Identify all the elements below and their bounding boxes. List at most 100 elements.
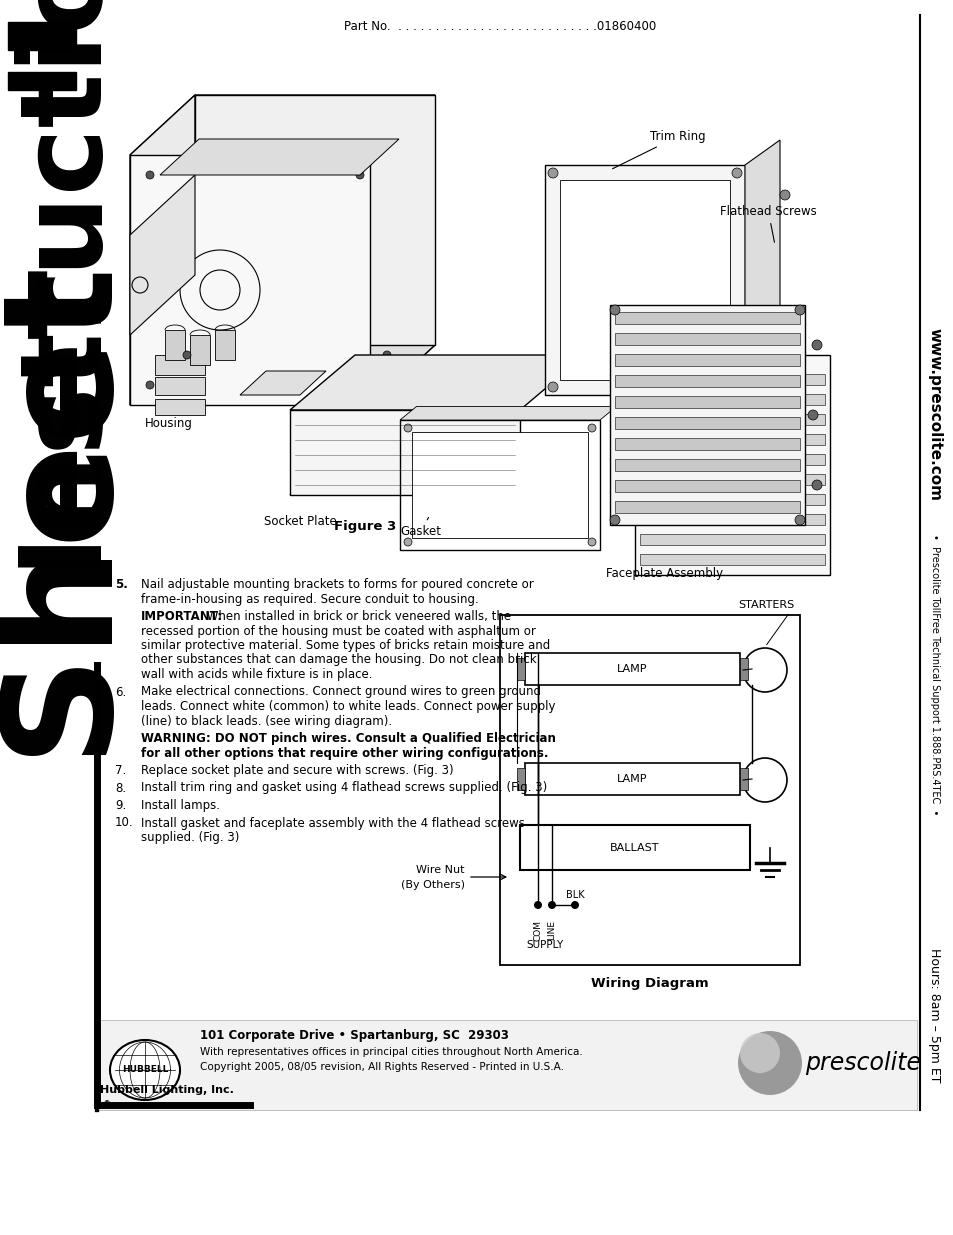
Circle shape [355, 170, 364, 179]
Circle shape [403, 424, 412, 432]
Bar [635, 354, 829, 576]
Bar [639, 514, 824, 525]
Text: ®: ® [103, 1100, 112, 1109]
Bar [609, 305, 804, 525]
Bar [639, 374, 824, 385]
Text: 7.: 7. [115, 764, 126, 777]
Text: supplied. (Fig. 3): supplied. (Fig. 3) [141, 831, 239, 844]
Bar [615, 501, 800, 513]
Bar [639, 394, 824, 405]
Polygon shape [154, 377, 205, 395]
Text: Install gasket and faceplate assembly with the 4 flathead screws: Install gasket and faceplate assembly wi… [141, 816, 524, 830]
Polygon shape [160, 140, 398, 175]
Polygon shape [399, 406, 616, 420]
Circle shape [609, 515, 619, 525]
Polygon shape [130, 95, 194, 405]
Text: recessed portion of the housing must be coated with asphaltum or: recessed portion of the housing must be … [141, 625, 536, 637]
Bar [8, 22, 76, 49]
Text: 10.: 10. [115, 816, 133, 830]
Text: Sheet: Sheet [0, 256, 134, 755]
Bar [97, 1020, 916, 1110]
Bar [639, 454, 824, 466]
Text: Make electrical connections. Connect ground wires to green ground: Make electrical connections. Connect gro… [141, 685, 540, 699]
Circle shape [587, 538, 596, 546]
Text: BALLAST: BALLAST [610, 844, 659, 853]
Bar [639, 534, 824, 545]
Text: wall with acids while fixture is in place.: wall with acids while fixture is in plac… [141, 668, 372, 680]
Polygon shape [559, 180, 729, 380]
Text: Gasket: Gasket [399, 517, 440, 538]
Bar [517, 658, 524, 680]
Circle shape [780, 190, 789, 200]
Text: Wiring Diagram: Wiring Diagram [591, 977, 708, 989]
Circle shape [587, 424, 596, 432]
Text: Install lamps.: Install lamps. [141, 799, 220, 811]
Text: Copyright 2005, 08/05 revision, All Rights Reserved - Printed in U.S.A.: Copyright 2005, 08/05 revision, All Righ… [200, 1062, 563, 1072]
Bar [639, 433, 824, 445]
Circle shape [811, 480, 821, 490]
Text: HUBBELL: HUBBELL [122, 1066, 168, 1074]
Circle shape [547, 382, 558, 391]
Bar [615, 396, 800, 408]
Bar [615, 417, 800, 429]
Bar [615, 459, 800, 471]
Polygon shape [154, 399, 205, 415]
Text: similar protective material. Some types of bricks retain moisture and: similar protective material. Some types … [141, 638, 550, 652]
Polygon shape [130, 175, 194, 335]
Polygon shape [190, 335, 210, 366]
Text: Figure 3: Figure 3 [334, 520, 395, 534]
Bar [524, 653, 740, 685]
Circle shape [534, 902, 541, 909]
Text: When installed in brick or brick veneered walls, the: When installed in brick or brick veneere… [203, 610, 511, 622]
Text: Instruction: Instruction [5, 0, 115, 567]
Circle shape [731, 168, 741, 178]
Polygon shape [130, 95, 435, 156]
Text: LAMP: LAMP [617, 664, 647, 674]
Text: •  Prescolite TollFree Technical Support 1.888.PRS.4TEC  •: • Prescolite TollFree Technical Support … [929, 535, 939, 815]
Text: 8.: 8. [115, 782, 126, 794]
Text: frame-in-housing as required. Secure conduit to housing.: frame-in-housing as required. Secure con… [141, 593, 478, 605]
Circle shape [547, 902, 556, 909]
Bar [519, 825, 749, 869]
Text: Wire Nut: Wire Nut [416, 864, 464, 876]
Circle shape [382, 351, 391, 359]
Text: 5.: 5. [115, 578, 128, 592]
Text: With representatives offices in principal cities throughout North America.: With representatives offices in principa… [200, 1047, 582, 1057]
Text: Install trim ring and gasket using 4 flathead screws supplied. (Fig. 3): Install trim ring and gasket using 4 fla… [141, 782, 547, 794]
Bar [615, 375, 800, 387]
Circle shape [146, 170, 153, 179]
Polygon shape [412, 432, 587, 538]
Circle shape [403, 538, 412, 546]
Polygon shape [370, 95, 435, 405]
Text: Housing: Housing [145, 417, 193, 430]
Text: Hubbell Lighting, Inc.: Hubbell Lighting, Inc. [100, 1086, 233, 1095]
Circle shape [609, 305, 619, 315]
Bar [524, 763, 740, 795]
Text: COM: COM [533, 920, 542, 941]
Text: Hours: 8am – 5pm ET: Hours: 8am – 5pm ET [927, 947, 941, 1082]
Bar [639, 474, 824, 485]
Circle shape [740, 1032, 780, 1073]
Text: 101 Corporate Drive • Spartanburg, SC  29303: 101 Corporate Drive • Spartanburg, SC 29… [200, 1029, 508, 1041]
Text: Faceplate Assembly: Faceplate Assembly [606, 567, 722, 580]
Text: (By Others): (By Others) [400, 881, 464, 890]
Circle shape [571, 902, 578, 909]
Polygon shape [130, 345, 435, 405]
Bar [615, 333, 800, 345]
Text: other substances that can damage the housing. Do not clean brick: other substances that can damage the hou… [141, 653, 536, 667]
Polygon shape [130, 156, 370, 405]
Circle shape [780, 359, 789, 370]
Circle shape [731, 382, 741, 391]
Bar [499, 615, 800, 965]
Text: Trim Ring: Trim Ring [612, 130, 705, 169]
Text: IMPORTANT:: IMPORTANT: [141, 610, 223, 622]
Polygon shape [154, 354, 205, 375]
Bar [517, 768, 524, 790]
Text: for all other options that require other wiring configurations.: for all other options that require other… [141, 746, 548, 760]
Text: Part No.  . . . . . . . . . . . . . . . . . . . . . . . . . . .01860400: Part No. . . . . . . . . . . . . . . . .… [343, 21, 656, 33]
Circle shape [794, 305, 804, 315]
Text: Nail adjustable mounting brackets to forms for poured concrete or: Nail adjustable mounting brackets to for… [141, 578, 533, 592]
Bar [639, 414, 824, 425]
Ellipse shape [110, 1040, 180, 1100]
Circle shape [811, 340, 821, 350]
